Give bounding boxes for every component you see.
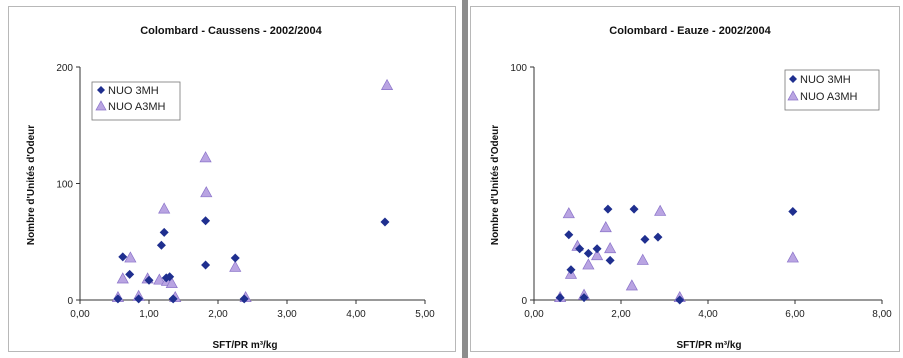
- legend-box: [91, 81, 181, 121]
- data-point-nuo-3mh: [168, 294, 178, 304]
- data-point-nuo-3mh: [566, 265, 576, 275]
- y-tick-label: 100: [510, 63, 527, 74]
- data-point-nuo-a3mh: [199, 151, 212, 163]
- x-axis-label: SFT/PR m³/kg: [676, 340, 741, 351]
- data-point-nuo-3mh: [555, 293, 565, 303]
- data-point-nuo-3mh: [113, 294, 123, 304]
- legend-triangle-icon: [95, 100, 107, 111]
- x-tick-label: 1,00: [139, 309, 159, 320]
- y-tick-label: 100: [56, 180, 73, 191]
- scatter-chart-eauze: Colombard - Eauze - 2002/2004 SFT/PR m³/…: [490, 25, 892, 351]
- legend-label-nuo-3mh: NUO 3MH: [108, 85, 159, 97]
- data-point-nuo-a3mh: [582, 258, 595, 270]
- data-point-nuo-3mh: [640, 234, 650, 244]
- x-axis-label: SFT/PR m³/kg: [212, 340, 277, 351]
- data-point-nuo-a3mh: [599, 221, 612, 233]
- data-point-nuo-a3mh: [625, 279, 638, 291]
- panel-divider: [462, 0, 468, 358]
- data-point-nuo-3mh: [159, 227, 169, 237]
- data-point-nuo-a3mh: [786, 251, 799, 263]
- data-point-nuo-3mh: [380, 217, 390, 227]
- data-point-nuo-a3mh: [165, 276, 178, 289]
- chart-panel-eauze: Colombard - Eauze - 2002/2004 SFT/PR m³/…: [468, 0, 903, 358]
- legend: NUO 3MH NUO A3MH: [91, 81, 181, 121]
- data-point-nuo-3mh: [564, 230, 574, 240]
- data-point-nuo-3mh: [118, 252, 128, 262]
- y-axis-label: Nombre d'Unités d'Odeur: [490, 125, 501, 245]
- scatter-chart-caussens: Colombard - Caussens - 2002/2004 SFT/PR …: [26, 25, 435, 351]
- data-point-nuo-3mh: [575, 244, 585, 254]
- data-point-nuo-a3mh: [590, 249, 604, 261]
- legend: NUO 3MH NUO A3MH: [784, 69, 880, 111]
- y-tick-label: 0: [67, 296, 73, 307]
- data-point-nuo-a3mh: [654, 204, 667, 216]
- data-point-nuo-a3mh: [604, 242, 617, 254]
- data-point-nuo-a3mh: [229, 260, 242, 272]
- x-tick-label: 2,00: [208, 309, 228, 320]
- data-point-nuo-a3mh: [200, 186, 213, 198]
- data-point-nuo-3mh: [675, 295, 685, 305]
- legend-box: [784, 69, 880, 111]
- data-point-nuo-a3mh: [116, 272, 129, 284]
- legend-triangle-icon: [787, 90, 799, 101]
- data-point-nuo-3mh: [125, 269, 135, 279]
- data-point-nuo-3mh: [201, 216, 211, 226]
- data-point-nuo-a3mh: [158, 202, 171, 214]
- legend-diamond-icon: [789, 75, 797, 83]
- y-axis-label: Nombre d'Unités d'Odeur: [26, 125, 37, 245]
- data-point-nuo-a3mh: [562, 207, 575, 219]
- legend-label-nuo-a3mh: NUO A3MH: [108, 101, 166, 113]
- data-point-nuo-3mh: [239, 294, 249, 304]
- x-tick-label: 6,00: [785, 309, 805, 320]
- data-point-nuo-3mh: [603, 204, 613, 214]
- x-tick-label: 5,00: [415, 309, 435, 320]
- data-point-nuo-a3mh: [636, 253, 649, 265]
- data-point-nuo-3mh: [144, 275, 154, 285]
- x-tick-label: 4,00: [346, 309, 366, 320]
- data-point-nuo-3mh: [156, 240, 166, 250]
- data-point-nuo-3mh: [201, 260, 211, 270]
- x-tick-label: 8,00: [872, 309, 892, 320]
- data-point-nuo-3mh: [605, 255, 615, 265]
- data-point-nuo-3mh: [653, 232, 663, 242]
- data-point-nuo-3mh: [592, 244, 602, 254]
- legend-label-nuo-a3mh: NUO A3MH: [800, 91, 858, 103]
- legend-diamond-icon: [97, 86, 105, 94]
- chart-frame: [8, 6, 456, 352]
- legend-label-nuo-3mh: NUO 3MH: [800, 74, 851, 86]
- data-point-nuo-3mh: [165, 272, 175, 282]
- chart-panel-caussens: Colombard - Caussens - 2002/2004 SFT/PR …: [8, 6, 456, 352]
- chart-title: Colombard - Caussens - 2002/2004: [140, 25, 322, 37]
- x-tick-label: 0,00: [70, 309, 90, 320]
- y-tick-label: 200: [56, 63, 73, 74]
- x-tick-label: 0,00: [524, 309, 544, 320]
- data-point-nuo-3mh: [629, 204, 639, 214]
- x-tick-label: 3,00: [277, 309, 297, 320]
- data-point-nuo-a3mh: [124, 251, 137, 263]
- x-tick-label: 2,00: [611, 309, 631, 320]
- data-point-nuo-3mh: [579, 293, 589, 303]
- data-point-nuo-3mh: [788, 206, 798, 216]
- chart-frame: [470, 6, 900, 352]
- data-point-nuo-3mh: [230, 253, 240, 263]
- chart-title: Colombard - Eauze - 2002/2004: [609, 25, 771, 37]
- data-point-nuo-a3mh: [153, 273, 166, 285]
- data-point-nuo-3mh: [134, 294, 144, 304]
- data-point-nuo-a3mh: [380, 78, 394, 90]
- data-point-nuo-3mh: [583, 248, 593, 258]
- x-tick-label: 4,00: [698, 309, 718, 320]
- y-tick-label: 0: [521, 296, 527, 307]
